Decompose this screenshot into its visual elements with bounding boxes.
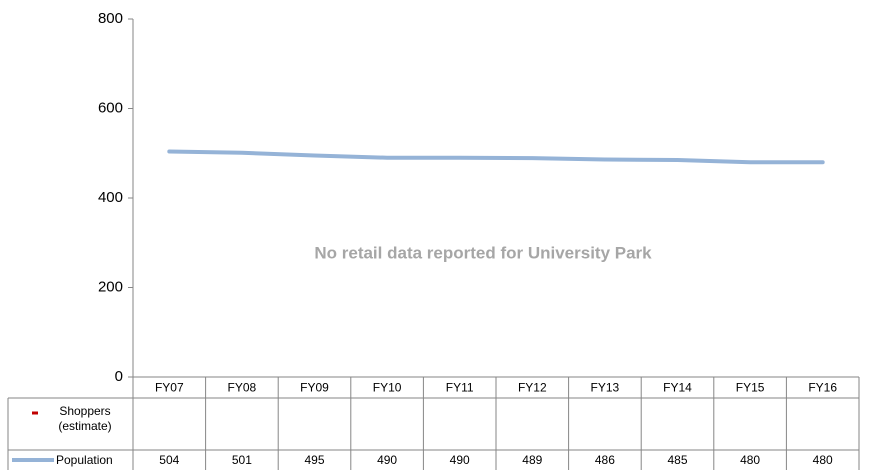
x-tick-label: FY09 xyxy=(300,381,329,395)
y-tick-label: 200 xyxy=(98,278,123,295)
table-value: 495 xyxy=(304,453,324,467)
legend-label: Shoppers (estimate) xyxy=(58,404,112,433)
y-tick-label: 600 xyxy=(98,99,123,116)
table-value: 485 xyxy=(667,453,687,467)
x-tick-label: FY15 xyxy=(736,381,765,395)
legend-label: Population xyxy=(56,453,113,467)
table-value: 480 xyxy=(813,453,833,467)
table-value: 489 xyxy=(522,453,542,467)
table-value: 486 xyxy=(595,453,615,467)
x-tick-label: FY11 xyxy=(446,381,474,395)
table-value: 490 xyxy=(450,453,470,467)
x-tick-label: FY12 xyxy=(518,381,547,395)
y-tick-label: 400 xyxy=(98,189,123,206)
series-line xyxy=(167,149,825,165)
x-tick-label: FY10 xyxy=(373,381,402,395)
x-tick-label: FY07 xyxy=(155,381,184,395)
annotation: No retail data reported for University P… xyxy=(314,243,652,262)
y-tick-label: 800 xyxy=(98,10,123,27)
y-tick-label: 0 xyxy=(115,368,123,385)
table-value: 490 xyxy=(377,453,397,467)
x-tick-label: FY13 xyxy=(591,381,620,395)
table-value: 501 xyxy=(232,453,252,467)
table-value: 504 xyxy=(159,453,179,467)
x-tick-label: FY16 xyxy=(808,381,837,395)
table-value: 480 xyxy=(740,453,760,467)
x-tick-label: FY08 xyxy=(228,381,257,395)
x-tick-label: FY14 xyxy=(663,381,692,395)
